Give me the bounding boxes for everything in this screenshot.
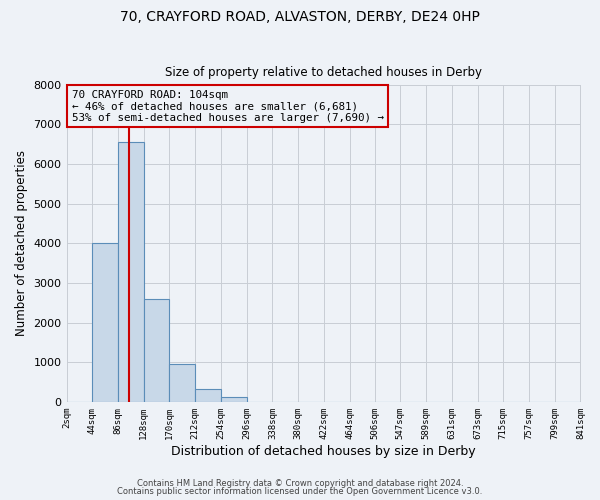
- Y-axis label: Number of detached properties: Number of detached properties: [15, 150, 28, 336]
- Bar: [221, 397, 247, 402]
- Text: 70 CRAYFORD ROAD: 104sqm
← 46% of detached houses are smaller (6,681)
53% of sem: 70 CRAYFORD ROAD: 104sqm ← 46% of detach…: [71, 90, 383, 123]
- Bar: [169, 364, 195, 402]
- Text: 70, CRAYFORD ROAD, ALVASTON, DERBY, DE24 0HP: 70, CRAYFORD ROAD, ALVASTON, DERBY, DE24…: [120, 10, 480, 24]
- Bar: [118, 142, 144, 402]
- Bar: [144, 299, 169, 402]
- Bar: [92, 244, 118, 402]
- X-axis label: Distribution of detached houses by size in Derby: Distribution of detached houses by size …: [171, 444, 476, 458]
- Title: Size of property relative to detached houses in Derby: Size of property relative to detached ho…: [165, 66, 482, 80]
- Text: Contains HM Land Registry data © Crown copyright and database right 2024.: Contains HM Land Registry data © Crown c…: [137, 478, 463, 488]
- Text: Contains public sector information licensed under the Open Government Licence v3: Contains public sector information licen…: [118, 487, 482, 496]
- Bar: [195, 389, 221, 402]
